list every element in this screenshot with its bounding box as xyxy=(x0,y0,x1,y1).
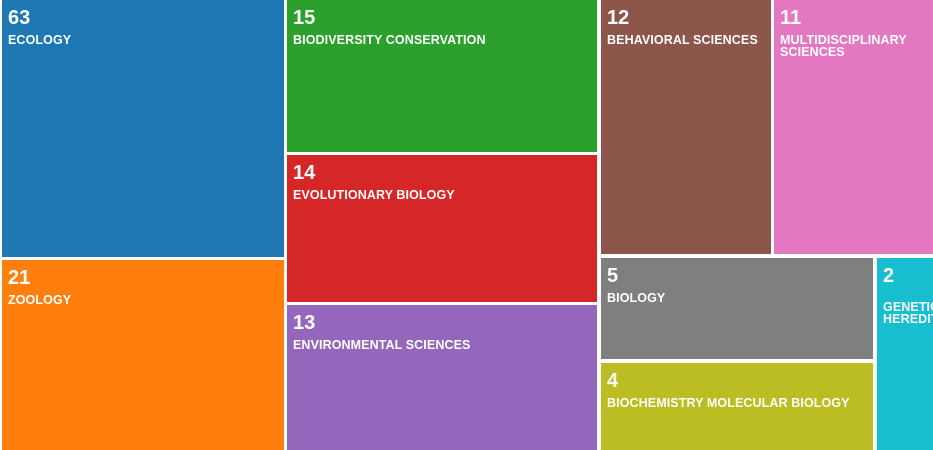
treemap-cell-value: 13 xyxy=(293,312,316,334)
treemap-cell-label: BIOLOGY xyxy=(607,291,666,305)
treemap-cell-value: 5 xyxy=(607,265,619,287)
treemap-cell-label: ECOLOGY xyxy=(8,33,72,47)
treemap-cell-label: BEHAVIORAL SCIENCES xyxy=(607,33,758,47)
treemap-cell-value: 12 xyxy=(607,7,630,29)
treemap-cell[interactable]: 2 GENETICS HEREDITY xyxy=(877,258,933,450)
treemap-cell-label: EVOLUTIONARY BIOLOGY xyxy=(293,188,455,202)
treemap-cell-value: 14 xyxy=(293,162,316,184)
treemap-cell-label: GENETICS HEREDITY xyxy=(883,300,933,326)
treemap-cell-value: 15 xyxy=(293,7,316,29)
treemap-cell-value: 11 xyxy=(780,7,802,29)
treemap-cell[interactable]: 21 ZOOLOGY xyxy=(2,260,284,450)
treemap-cell[interactable]: 4 BIOCHEMISTRY MOLECULAR BIOLOGY xyxy=(601,363,873,450)
treemap-cell-value: 63 xyxy=(8,7,31,29)
treemap-cell[interactable]: 11 MULTIDISCIPLINARY SCIENCES xyxy=(774,0,933,254)
treemap-cell[interactable]: 12 BEHAVIORAL SCIENCES xyxy=(601,0,771,254)
treemap-cell-value: 21 xyxy=(8,267,31,289)
treemap-cell-label: BIODIVERSITY CONSERVATION xyxy=(293,33,486,47)
treemap-cell-label: ZOOLOGY xyxy=(8,293,72,307)
treemap-cell[interactable]: 13 ENVIRONMENTAL SCIENCES xyxy=(287,305,597,450)
treemap-cell-label: BIOCHEMISTRY MOLECULAR BIOLOGY xyxy=(607,396,850,410)
treemap-cell-label: ENVIRONMENTAL SCIENCES xyxy=(293,338,471,352)
treemap-cell-label: MULTIDISCIPLINARY SCIENCES xyxy=(780,33,907,59)
treemap-cell[interactable]: 14 EVOLUTIONARY BIOLOGY xyxy=(287,155,597,302)
treemap-cell[interactable]: 63 ECOLOGY xyxy=(2,0,284,257)
treemap-cell-value: 2 xyxy=(883,265,895,287)
treemap-cell-value: 4 xyxy=(607,370,619,392)
treemap-cell[interactable]: 5 BIOLOGY xyxy=(601,258,873,359)
treemap-cell[interactable]: 15 BIODIVERSITY CONSERVATION xyxy=(287,0,597,152)
